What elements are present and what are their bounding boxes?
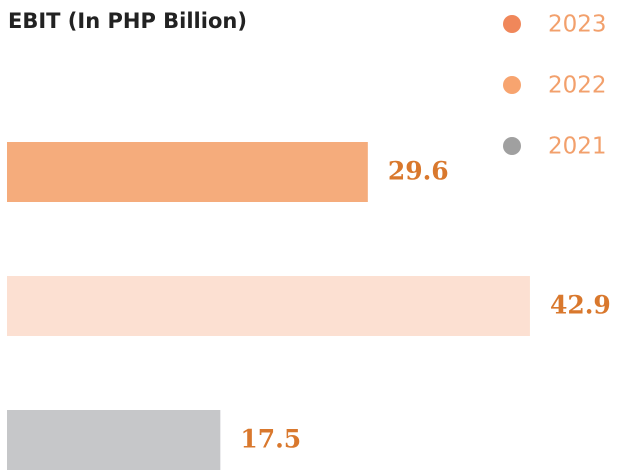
bar [7, 276, 530, 336]
value-label: 17.5 [240, 425, 301, 454]
legend-label: 2022 [548, 73, 607, 99]
legend-label: 2021 [548, 134, 607, 160]
value-label: 29.6 [388, 157, 449, 186]
legend-marker [503, 15, 521, 33]
legend-label: 2023 [548, 12, 607, 38]
legend-marker [503, 137, 521, 155]
value-label: 42.9 [550, 291, 611, 320]
chart-title: EBIT (In PHP Billion) [8, 9, 247, 33]
bar [7, 410, 221, 470]
legend-marker [503, 76, 521, 94]
bar [7, 142, 368, 202]
